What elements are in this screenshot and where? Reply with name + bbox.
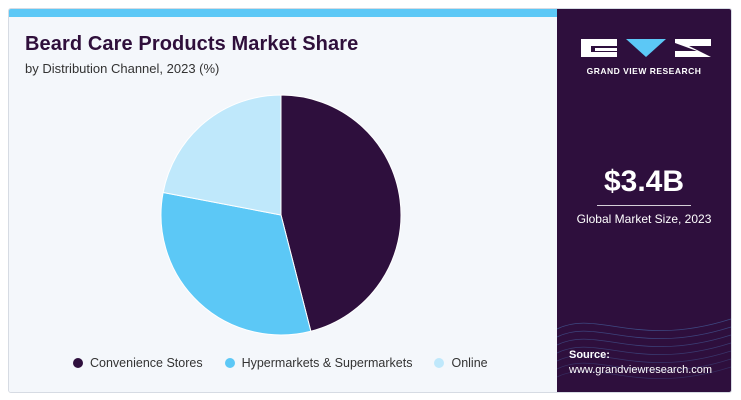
legend-swatch [434, 358, 445, 368]
legend-label: Convenience Stores [90, 356, 203, 370]
legend-swatch [73, 358, 83, 368]
chart-subtitle: by Distribution Channel, 2023 (%) [25, 61, 220, 76]
chart-title: Beard Care Products Market Share [25, 33, 359, 55]
market-size-label: Global Market Size, 2023 [576, 212, 712, 226]
source-url[interactable]: www.grandviewresearch.com [569, 364, 713, 376]
decorative-wave-pattern [557, 318, 731, 379]
legend-label: Hypermarkets & Supermarkets [241, 356, 413, 370]
market-size-value: $3.4B [603, 165, 685, 198]
stat-divider [597, 205, 691, 206]
pie-chart [160, 94, 402, 336]
chart-legend: Convenience Stores Hypermarkets & Superma… [73, 356, 488, 370]
logo-wordmark: GRAND VIEW RESEARCH [586, 66, 702, 76]
pie-slice-online [162, 94, 282, 216]
grand-view-research-logo [581, 39, 711, 57]
info-sidebar: GRAND VIEW RESEARCH $3.4B Global Market … [557, 9, 731, 392]
legend-item-convenience-stores: Convenience Stores [73, 356, 203, 370]
legend-label: Online [451, 356, 488, 370]
pie-slice-hypermarkets-supermarkets [160, 191, 312, 336]
pie-slice-convenience-stores [280, 94, 402, 332]
legend-item-hypermarkets-supermarkets: Hypermarkets & Supermarkets [224, 356, 413, 370]
source-label: Source: [569, 349, 610, 361]
accent-bar [9, 9, 557, 17]
legend-item-online: Online [434, 356, 488, 370]
infographic-card: Beard Care Products Market Share by Dist… [8, 8, 732, 393]
legend-swatch [224, 358, 235, 368]
